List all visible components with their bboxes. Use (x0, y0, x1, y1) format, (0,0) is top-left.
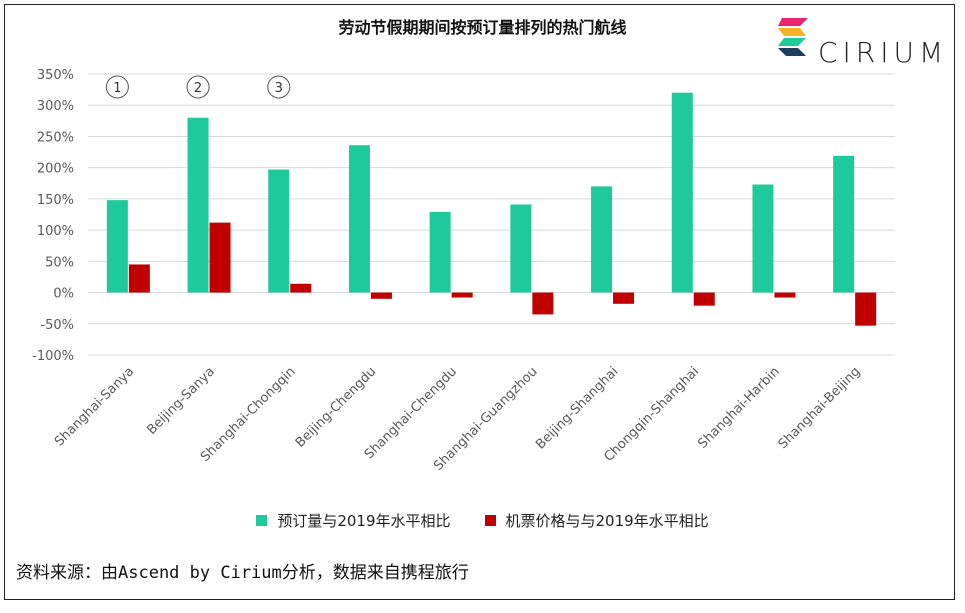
rank-marker-label: 2 (194, 81, 202, 96)
fares-bar (532, 292, 554, 315)
fares-bar (855, 292, 877, 326)
bookings-bar (510, 204, 532, 293)
rank-marker-label: 1 (113, 81, 121, 96)
x-tick-label: Shanghai-Chengdu (362, 364, 460, 462)
bookings-bar (671, 92, 693, 293)
y-tick-label: 100% (37, 224, 74, 239)
fares-bar (128, 264, 150, 293)
rank-marker-circle (105, 75, 129, 99)
y-tick-label: -100% (32, 349, 74, 364)
legend-item-bookings: 预订量与2019年水平相比 (256, 510, 451, 531)
x-tick-label: Shanghai-Harbin (695, 364, 782, 451)
bookings-bar (752, 184, 774, 293)
x-tick-label: Shanghai-Beijing (776, 364, 864, 452)
fares-bar (774, 292, 796, 298)
legend-swatch-bookings (256, 515, 268, 526)
legend-swatch-fares (484, 515, 496, 526)
rank-marker-label: 3 (275, 81, 283, 96)
bookings-bar (833, 155, 855, 293)
legend-item-fares: 机票价格与与2019年水平相比 (484, 510, 709, 531)
y-tick-label: 50% (45, 255, 74, 270)
bookings-bar (429, 212, 451, 293)
x-tick-label: Beijing-Chengdu (293, 364, 379, 450)
legend-label-fares: 机票价格与与2019年水平相比 (505, 512, 709, 530)
fares-bar (290, 283, 312, 293)
fares-bar (693, 292, 715, 306)
bookings-bar (106, 200, 128, 293)
rank-marker-circle (186, 75, 210, 99)
rank-marker-circle (267, 75, 291, 99)
y-tick-label: 200% (37, 162, 74, 177)
bookings-bar (268, 169, 290, 293)
bookings-bar (591, 186, 613, 293)
y-tick-label: 150% (37, 193, 74, 208)
chart-frame (4, 4, 955, 600)
y-tick-label: 350% (37, 68, 74, 83)
x-tick-label: Shanghai-Sanya (52, 364, 137, 449)
x-tick-label: Beijing-Shanghai (533, 364, 621, 452)
fares-bar (209, 222, 231, 293)
y-tick-label: 0% (53, 287, 74, 302)
chart-legend: 预订量与2019年水平相比 机票价格与与2019年水平相比 (0, 510, 965, 531)
source-note: 资料来源：由Ascend by Cirium分析，数据来自携程旅行 (16, 563, 469, 583)
chart-title: 劳动节假期期间按预订量排列的热门航线 (338, 18, 627, 37)
bookings-bar (187, 117, 209, 293)
fares-bar (370, 292, 392, 299)
bookings-bar (348, 145, 370, 293)
cirium-logo-icon (778, 18, 808, 56)
y-tick-label: 300% (37, 99, 74, 114)
fares-bar (451, 292, 473, 298)
legend-label-bookings: 预订量与2019年水平相比 (277, 512, 451, 530)
brand-name: CIRIUM (818, 36, 949, 69)
x-tick-label: Beijing-Sanya (144, 364, 218, 438)
y-tick-label: 250% (37, 130, 74, 145)
fares-bar (613, 292, 635, 304)
y-tick-label: -50% (40, 318, 74, 333)
